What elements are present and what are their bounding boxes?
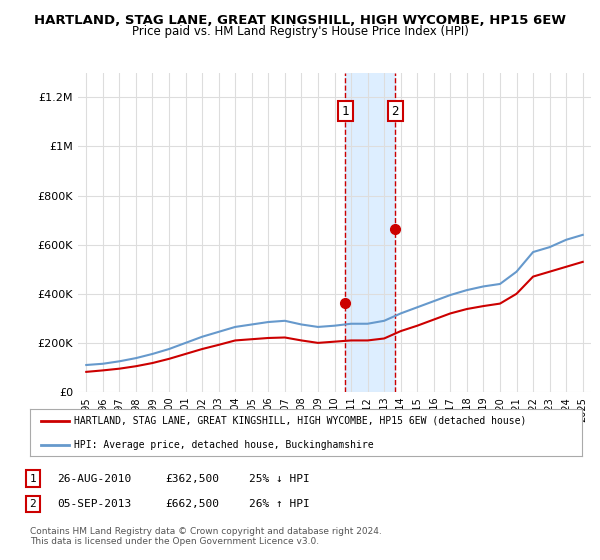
Text: £362,500: £362,500 — [165, 474, 219, 484]
Bar — [345, 73, 395, 392]
Text: 25% ↓ HPI: 25% ↓ HPI — [249, 474, 310, 484]
Text: 1: 1 — [29, 474, 37, 484]
Text: 2: 2 — [29, 499, 37, 509]
Text: HARTLAND, STAG LANE, GREAT KINGSHILL, HIGH WYCOMBE, HP15 6EW: HARTLAND, STAG LANE, GREAT KINGSHILL, HI… — [34, 14, 566, 27]
Text: Price paid vs. HM Land Registry's House Price Index (HPI): Price paid vs. HM Land Registry's House … — [131, 25, 469, 38]
Text: 2: 2 — [391, 105, 399, 118]
Text: 26% ↑ HPI: 26% ↑ HPI — [249, 499, 310, 509]
Text: HPI: Average price, detached house, Buckinghamshire: HPI: Average price, detached house, Buck… — [74, 440, 374, 450]
Text: 1: 1 — [341, 105, 349, 118]
Text: HARTLAND, STAG LANE, GREAT KINGSHILL, HIGH WYCOMBE, HP15 6EW (detached house): HARTLAND, STAG LANE, GREAT KINGSHILL, HI… — [74, 416, 527, 426]
Text: £662,500: £662,500 — [165, 499, 219, 509]
Text: Contains HM Land Registry data © Crown copyright and database right 2024.
This d: Contains HM Land Registry data © Crown c… — [30, 526, 382, 546]
Text: 26-AUG-2010: 26-AUG-2010 — [57, 474, 131, 484]
Text: 05-SEP-2013: 05-SEP-2013 — [57, 499, 131, 509]
